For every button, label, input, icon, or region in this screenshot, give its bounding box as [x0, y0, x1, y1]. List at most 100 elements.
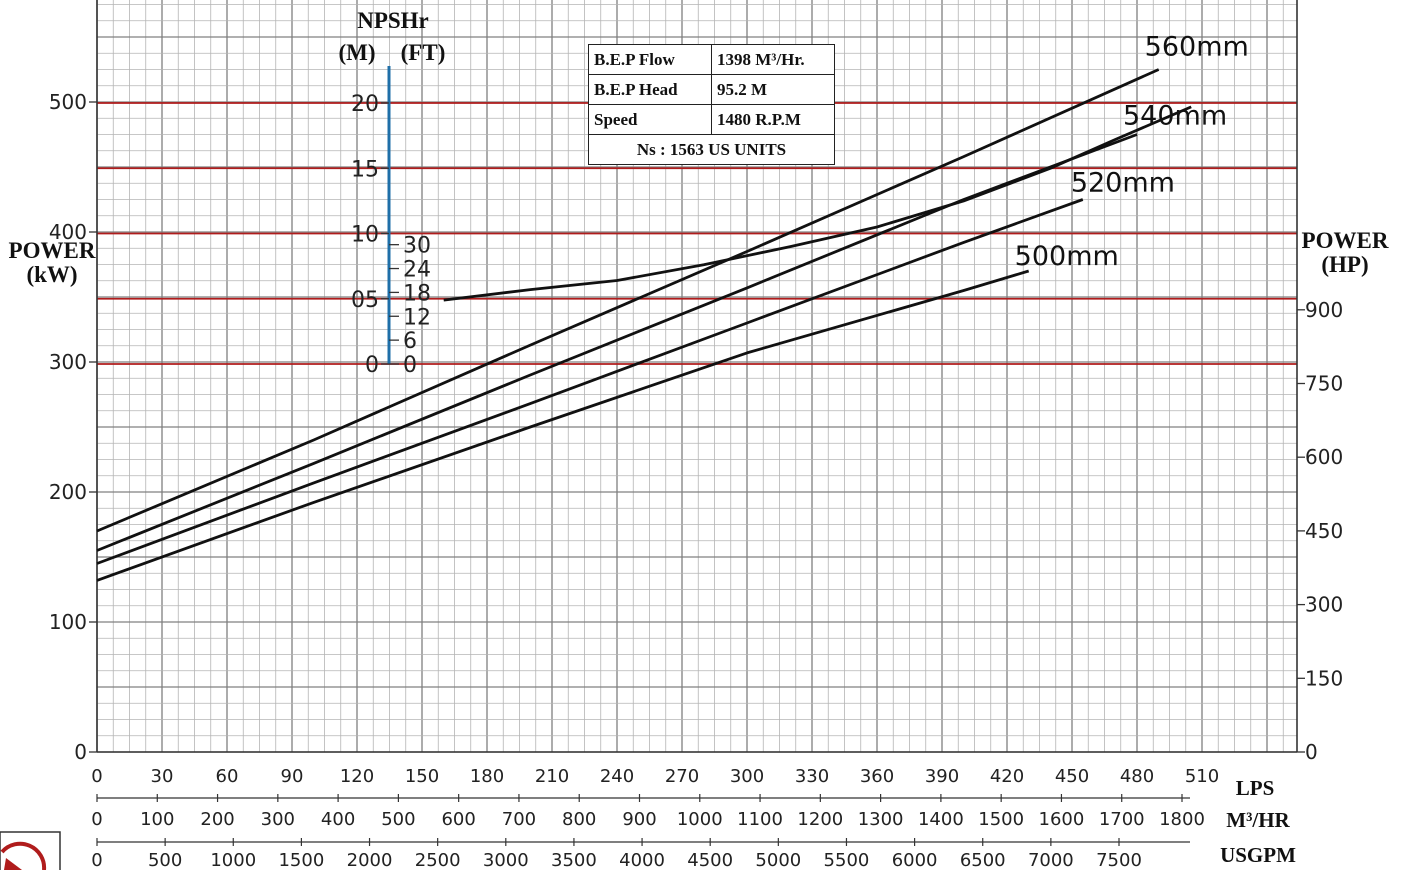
left-axis-label-line1: POWER	[9, 238, 96, 263]
lps-tick-label: 450	[1055, 766, 1089, 787]
left-tick-label: 0	[74, 740, 87, 764]
right-tick-label: 300	[1305, 593, 1343, 617]
bep-head-label: B.E.P Head	[588, 74, 712, 105]
m3hr-tick-label: 1600	[1039, 809, 1085, 830]
specific-speed: Ns : 1563 US UNITS	[588, 134, 835, 165]
curve-label-560mm: 560mm	[1145, 32, 1249, 63]
npsh-unit-ft: (FT)	[401, 40, 446, 65]
x-unit-lps: LPS	[1236, 776, 1275, 800]
m3hr-tick-label: 1200	[797, 809, 843, 830]
power-curve-560mm	[96, 68, 1160, 533]
usgpm-tick-label: 4000	[619, 850, 665, 870]
m3hr-tick-label: 1000	[677, 809, 723, 830]
power-curve-500mm	[96, 269, 1030, 582]
chart-curves	[96, 68, 1192, 582]
lps-tick-label: 390	[925, 766, 959, 787]
right-tick-label: 450	[1305, 519, 1343, 543]
lps-tick-label: 30	[151, 766, 174, 787]
lps-tick-label: 150	[405, 766, 439, 787]
m3hr-tick-label: 1500	[978, 809, 1024, 830]
right-axis-label-line2: (HP)	[1321, 252, 1368, 277]
usgpm-tick-label: 7000	[1028, 850, 1074, 870]
npsh-curve	[443, 105, 1192, 302]
usgpm-tick-label: 6000	[892, 850, 938, 870]
m3hr-tick-label: 700	[502, 809, 536, 830]
right-tick-label: 750	[1305, 372, 1343, 396]
npsh-ft-tick-label: 18	[403, 281, 431, 306]
npsh-ft-tick-label: 30	[403, 234, 431, 259]
npsh-ft-tick-label: 24	[403, 258, 431, 283]
npsh-title: NPSHr	[357, 8, 429, 33]
speed-row: Speed 1480 R.P.M	[588, 104, 835, 135]
lps-tick-label: 480	[1120, 766, 1154, 787]
m3hr-tick-label: 1700	[1099, 809, 1145, 830]
bep-flow-row: B.E.P Flow 1398 M³/Hr.	[588, 44, 835, 75]
lps-tick-label: 330	[795, 766, 829, 787]
usgpm-tick-label: 6500	[960, 850, 1006, 870]
lps-tick-label: 360	[860, 766, 894, 787]
m3hr-tick-label: 1300	[858, 809, 904, 830]
usgpm-tick-label: 1000	[210, 850, 256, 870]
npsh-ft-tick-label: 0	[403, 353, 417, 378]
m3hr-tick-label: 1400	[918, 809, 964, 830]
company-logo	[0, 831, 61, 870]
npsh-ft-tick-label: 6	[403, 329, 417, 354]
left-tick-label: 200	[49, 480, 87, 504]
m3hr-tick-label: 1100	[737, 809, 783, 830]
lps-tick-label: 270	[665, 766, 699, 787]
npsh-m-tick-label: 20	[351, 92, 379, 117]
power-curve-520mm	[96, 198, 1084, 565]
speed-label: Speed	[588, 104, 712, 135]
m3hr-tick-label: 300	[261, 809, 295, 830]
left-tick-label: 400	[49, 220, 87, 244]
m3hr-tick-label: 100	[140, 809, 174, 830]
left-tick-label: 100	[49, 610, 87, 634]
m3hr-tick-label: 1800	[1159, 809, 1205, 830]
usgpm-tick-label: 2500	[415, 850, 461, 870]
npsh-m-tick-label: 10	[351, 223, 379, 248]
usgpm-tick-label: 5000	[755, 850, 801, 870]
m3hr-tick-label: 400	[321, 809, 355, 830]
m3hr-tick-label: 900	[622, 809, 656, 830]
usgpm-tick-label: 1500	[278, 850, 324, 870]
bep-flow-value: 1398 M³/Hr.	[711, 44, 835, 75]
speed-value: 1480 R.P.M	[711, 104, 835, 135]
lps-tick-label: 510	[1185, 766, 1219, 787]
right-tick-label: 0	[1305, 740, 1318, 764]
bep-flow-label: B.E.P Flow	[588, 44, 712, 75]
lps-tick-label: 90	[281, 766, 304, 787]
curve-label-540mm: 540mm	[1123, 101, 1227, 132]
chart-axes	[89, 0, 1305, 846]
lps-tick-label: 180	[470, 766, 504, 787]
right-axis-label-line1: POWER	[1302, 228, 1389, 253]
usgpm-tick-label: 5500	[824, 850, 870, 870]
bep-head-value: 95.2 M	[711, 74, 835, 105]
lps-tick-label: 240	[600, 766, 634, 787]
lps-tick-label: 120	[340, 766, 374, 787]
x-unit-usgpm: USGPM	[1220, 843, 1296, 867]
lps-tick-label: 300	[730, 766, 764, 787]
usgpm-tick-label: 3500	[551, 850, 597, 870]
npsh-m-tick-label: 0	[365, 353, 379, 378]
npsh-unit-m: (M)	[338, 40, 375, 65]
usgpm-tick-label: 0	[91, 850, 102, 870]
bep-head-row: B.E.P Head 95.2 M	[588, 74, 835, 105]
lps-tick-label: 60	[216, 766, 239, 787]
m3hr-tick-label: 600	[441, 809, 475, 830]
left-tick-label: 300	[49, 350, 87, 374]
npsh-m-tick-label: 05	[351, 288, 379, 313]
lps-tick-label: 210	[535, 766, 569, 787]
m3hr-tick-label: 200	[200, 809, 234, 830]
curve-label-500mm: 500mm	[1015, 241, 1119, 272]
usgpm-tick-label: 3000	[483, 850, 529, 870]
bep-info-table: B.E.P Flow 1398 M³/Hr. B.E.P Head 95.2 M…	[588, 44, 835, 165]
m3hr-tick-label: 500	[381, 809, 415, 830]
left-axis-label-line2: (kW)	[26, 262, 77, 287]
usgpm-tick-label: 4500	[687, 850, 733, 870]
usgpm-tick-label: 500	[148, 850, 182, 870]
right-tick-label: 150	[1305, 666, 1343, 690]
right-tick-label: 600	[1305, 445, 1343, 469]
left-tick-label: 500	[49, 90, 87, 114]
usgpm-tick-label: 2000	[347, 850, 393, 870]
